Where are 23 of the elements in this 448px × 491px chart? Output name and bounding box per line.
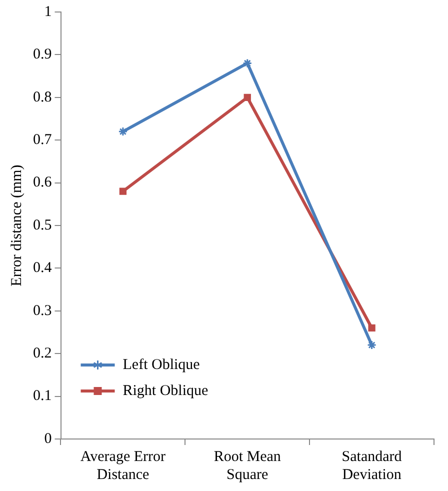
y-tick-label: 0.6 bbox=[33, 174, 52, 191]
point bbox=[242, 58, 252, 68]
y-tick-label: 0.8 bbox=[33, 89, 52, 106]
y-tick-label: 1 bbox=[44, 4, 52, 20]
point bbox=[368, 324, 376, 332]
point bbox=[119, 188, 127, 195]
y-tick-label: 0.1 bbox=[33, 388, 52, 404]
y-tick-label: 0.5 bbox=[33, 217, 52, 234]
x-tick-label: Average Error Distance bbox=[80, 448, 166, 483]
y-tick-label: 0 bbox=[44, 430, 52, 447]
y-axis-title: Error distance (mm) bbox=[8, 164, 25, 286]
y-tick-label: 0.9 bbox=[33, 46, 52, 63]
x-tick-label: Satandard Deviation bbox=[342, 448, 402, 483]
y-tick-label: 0.4 bbox=[33, 260, 52, 276]
legend-label: Left Oblique bbox=[122, 356, 200, 373]
y-tick-label: 0.7 bbox=[33, 132, 52, 148]
x-tick-label: Root Mean Square bbox=[214, 448, 282, 483]
y-tick-label: 0.2 bbox=[33, 346, 52, 362]
point bbox=[118, 126, 128, 136]
point bbox=[244, 94, 251, 101]
legend-label: Right Oblique bbox=[122, 382, 209, 399]
y-tick-label: 0.3 bbox=[33, 302, 52, 319]
point bbox=[367, 340, 377, 350]
